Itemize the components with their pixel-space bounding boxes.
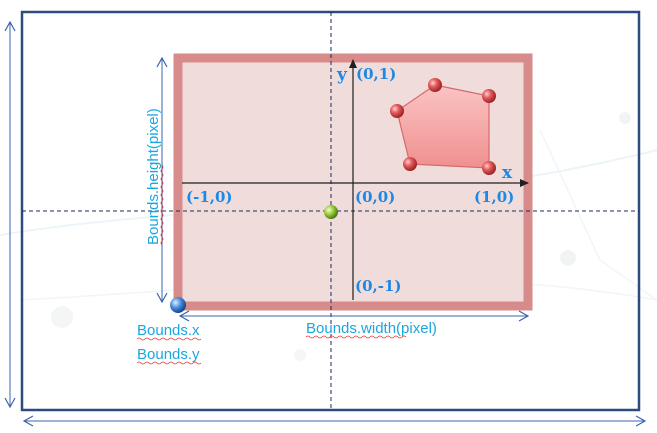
center-point-icon	[324, 205, 338, 219]
pentagon-shape	[396, 84, 490, 169]
bounds-y-label: Bounds.y	[137, 346, 200, 363]
polygon-vertex-icon	[482, 161, 496, 175]
spellcheck-underline	[160, 164, 164, 246]
coord-label-bottom: (0,-1)	[355, 277, 402, 295]
polygon-vertex-icon	[403, 157, 417, 171]
coord-label-left: (-1,0)	[186, 188, 233, 206]
polygon-vertex-icon	[482, 89, 496, 103]
coord-label-origin: (0,0)	[355, 188, 395, 206]
spellcheck-underline	[136, 337, 202, 341]
y-axis-label: y	[336, 65, 348, 85]
coord-label-right: (1,0)	[474, 188, 514, 206]
spellcheck-underline	[305, 335, 407, 339]
bounds-origin-point-icon	[170, 297, 186, 313]
x-axis-label: x	[502, 163, 513, 183]
polygon-vertex-icon	[390, 104, 404, 118]
polygon-vertex-icon	[428, 78, 442, 92]
bounds-height-label: Bounds.height(pixel)	[145, 108, 162, 245]
spellcheck-underline	[136, 361, 202, 365]
bounds-width-label: Bounds.width(pixel)	[306, 320, 437, 337]
bounds-x-label: Bounds.x	[137, 322, 200, 339]
coord-label-top: (0,1)	[356, 65, 396, 83]
